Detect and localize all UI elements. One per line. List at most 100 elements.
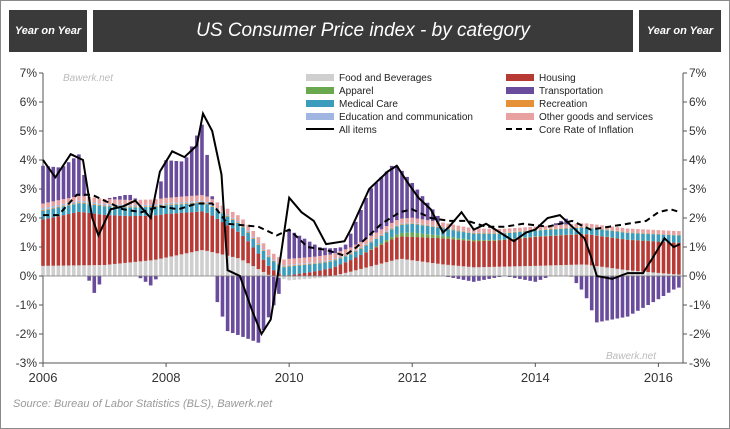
bar-other xyxy=(666,230,671,235)
bar-education xyxy=(302,263,307,265)
x-tick-label: 2014 xyxy=(521,370,550,385)
bar-medical xyxy=(533,230,538,237)
cpi-chart: -3% -3% -2% -2% -1% -1% 0% 0% 1% 1% 2% 2% 3% 3% 4% 4% 5%… xyxy=(16,66,711,385)
bar-transportation xyxy=(671,276,676,290)
bar-recreation xyxy=(477,232,481,234)
bar-food xyxy=(405,259,409,276)
bar-other xyxy=(502,228,507,233)
bar-other xyxy=(154,199,158,205)
bar-medical xyxy=(389,229,394,237)
bar-other xyxy=(389,222,394,228)
bar-housing xyxy=(277,273,281,276)
bar-medical xyxy=(118,206,122,216)
bar-apparel xyxy=(415,233,420,238)
bar-transportation xyxy=(87,276,91,281)
bar-recreation xyxy=(56,206,61,208)
y-tick-label-right: 2% xyxy=(689,211,707,225)
bar-medical xyxy=(646,233,650,241)
bar-food xyxy=(446,264,450,276)
bar-other xyxy=(482,228,486,233)
bar-apparel xyxy=(379,243,384,245)
bar-food xyxy=(651,272,656,276)
bar-recreation xyxy=(579,226,584,228)
bar-medical xyxy=(261,251,266,260)
bar-other xyxy=(159,198,163,204)
bar-housing xyxy=(128,216,132,263)
bar-recreation xyxy=(471,232,476,234)
bar-transportation xyxy=(302,238,307,258)
bar-medical xyxy=(369,242,373,250)
bar-medical xyxy=(271,261,276,271)
bar-housing xyxy=(610,237,615,269)
bar-housing xyxy=(313,271,317,276)
bar-medical xyxy=(82,203,86,213)
bar-medical xyxy=(579,227,584,234)
bar-housing xyxy=(328,268,332,276)
bar-housing xyxy=(425,237,430,263)
bar-education xyxy=(379,234,384,236)
bar-recreation xyxy=(415,223,420,225)
bar-transportation xyxy=(271,276,276,306)
bar-food xyxy=(184,253,189,276)
bar-housing xyxy=(297,273,302,276)
bar-education xyxy=(61,203,66,206)
bar-medical xyxy=(71,204,76,213)
bar-transportation xyxy=(554,223,558,226)
bar-other xyxy=(189,195,194,202)
bar-education xyxy=(328,259,332,261)
bar-education xyxy=(471,232,476,233)
bar-recreation xyxy=(600,229,604,230)
bar-other xyxy=(225,208,230,215)
bar-food xyxy=(241,260,245,276)
bar-education xyxy=(256,242,261,245)
bar-transportation xyxy=(287,229,291,259)
bar-other xyxy=(374,232,379,238)
bar-transportation xyxy=(333,248,338,254)
bar-medical xyxy=(538,230,543,237)
bar-other xyxy=(313,256,317,263)
bar-recreation xyxy=(574,227,579,228)
bar-medical xyxy=(379,235,384,244)
bar-education xyxy=(425,224,430,226)
bar-medical xyxy=(466,232,471,240)
bar-food xyxy=(92,265,97,276)
source-note: Source: Bureau of Labor Statistics (BLS)… xyxy=(13,398,273,410)
bar-food xyxy=(77,265,81,276)
bar-housing xyxy=(487,240,491,267)
bar-housing xyxy=(205,212,209,251)
bar-education xyxy=(128,205,132,207)
bar-housing xyxy=(677,242,681,275)
bar-other xyxy=(492,228,497,233)
bar-education xyxy=(359,247,363,248)
bar-other xyxy=(148,199,153,205)
bar-recreation xyxy=(625,232,630,233)
bar-food xyxy=(543,265,548,276)
bar-housing xyxy=(615,238,620,269)
bar-recreation xyxy=(225,215,230,217)
bar-apparel xyxy=(451,237,456,240)
bar-medical xyxy=(471,233,476,240)
legend-label-housing: Housing xyxy=(539,73,576,84)
bar-food xyxy=(169,256,173,276)
right-axis-header: Year on Year xyxy=(639,10,721,52)
bar-housing xyxy=(159,214,163,259)
bar-education xyxy=(51,206,56,208)
bar-medical xyxy=(313,263,317,272)
bar-food xyxy=(354,270,358,276)
bar-medical xyxy=(605,230,609,237)
bar-food xyxy=(589,265,594,276)
bar-food xyxy=(282,276,286,280)
bar-education xyxy=(461,230,466,232)
bar-housing xyxy=(405,236,409,260)
bar-other xyxy=(543,225,548,229)
bar-food xyxy=(656,272,661,276)
bar-medical xyxy=(528,231,532,237)
bar-housing xyxy=(287,275,291,276)
bar-transportation xyxy=(297,235,302,258)
bar-medical xyxy=(420,225,425,234)
bar-housing xyxy=(359,254,363,269)
bar-recreation xyxy=(348,253,353,255)
bar-housing xyxy=(51,217,56,266)
bar-medical xyxy=(610,230,615,238)
bar-recreation xyxy=(41,209,45,211)
